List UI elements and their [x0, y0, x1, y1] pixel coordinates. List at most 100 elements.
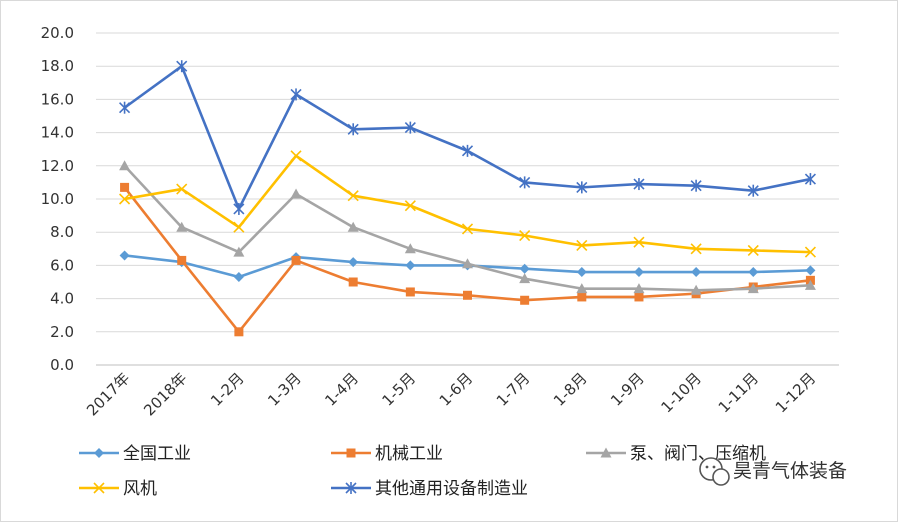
legend-marker	[345, 482, 357, 494]
gridlines	[96, 32, 839, 366]
data-point	[405, 260, 416, 271]
data-point	[519, 263, 530, 274]
x-tick-label: 1-4月	[321, 369, 362, 410]
watermark: 昊青气体装备	[699, 457, 847, 486]
series-line	[119, 150, 816, 258]
wechat-icon	[699, 457, 730, 486]
data-point	[347, 123, 359, 136]
data-point	[519, 229, 531, 242]
data-point	[690, 284, 702, 295]
data-point	[290, 150, 302, 162]
x-tick-label: 1-8月	[550, 369, 591, 410]
data-point	[748, 267, 759, 278]
x-axis-ticks: 2017年 2018年 1-2月 1-3月 1-4月 1-5月 1-6月 1-7月 1-8月 1-…	[83, 369, 819, 419]
data-point	[176, 60, 188, 73]
data-point	[463, 290, 472, 300]
data-point	[576, 283, 588, 294]
data-point	[233, 246, 245, 257]
data-point	[461, 223, 474, 235]
data-point	[691, 267, 702, 278]
x-tick-label: 1-10月	[658, 369, 705, 416]
data-point	[348, 277, 358, 287]
data-point	[804, 173, 816, 186]
data-point	[291, 255, 301, 265]
x-tick-label: 1-2月	[207, 369, 248, 410]
data-point	[690, 243, 702, 255]
legend-label: 全国工业	[123, 444, 191, 464]
x-tick-label: 1-5月	[379, 369, 420, 410]
data-point	[520, 295, 530, 305]
data-point	[347, 221, 359, 232]
y-tick-label: 4.0	[50, 290, 74, 308]
y-tick-label: 8.0	[50, 223, 74, 241]
legend-item: 机械工业	[331, 444, 443, 464]
data-point	[233, 221, 245, 233]
data-point	[348, 257, 359, 268]
series-group	[119, 60, 816, 337]
data-point	[519, 273, 531, 284]
data-point	[290, 188, 302, 199]
data-point	[119, 250, 130, 261]
data-point	[747, 244, 759, 257]
data-point	[747, 184, 759, 197]
data-point	[404, 243, 416, 254]
data-point	[690, 179, 702, 192]
data-point	[633, 267, 644, 278]
x-tick-label: 2017年	[83, 369, 133, 419]
y-tick-label: 14.0	[41, 124, 74, 142]
data-point	[176, 183, 188, 195]
y-tick-label: 2.0	[50, 323, 74, 341]
data-point	[290, 88, 302, 101]
legend-item: 泵、阀门、压缩机	[586, 444, 766, 464]
data-point	[120, 182, 130, 192]
data-point	[404, 121, 416, 134]
y-tick-label: 16.0	[41, 90, 74, 108]
legend-marker	[93, 482, 105, 494]
series-line	[119, 160, 816, 295]
legend-item: 风机	[79, 479, 157, 499]
legend-item: 全国工业	[79, 444, 191, 464]
series-line	[119, 60, 816, 215]
data-point	[804, 279, 816, 290]
x-tick-label: 1-6月	[436, 369, 477, 410]
data-point	[233, 272, 244, 283]
data-point	[804, 246, 816, 258]
series-path	[124, 154, 811, 254]
data-point	[576, 267, 587, 278]
y-tick-label: 12.0	[41, 157, 74, 175]
data-point	[347, 190, 359, 202]
x-tick-label: 1-9月	[607, 369, 648, 410]
legend-marker	[346, 448, 356, 458]
y-tick-label: 10.0	[41, 190, 74, 208]
x-tick-label: 1-11月	[715, 369, 762, 416]
data-point	[747, 283, 759, 294]
data-point	[119, 101, 131, 114]
x-tick-label: 1-12月	[772, 369, 819, 416]
y-tick-label: 18.0	[41, 57, 74, 75]
legend-marker	[600, 447, 612, 458]
data-point	[405, 287, 415, 297]
y-tick-label: 0.0	[50, 356, 74, 374]
legend-label: 其他通用设备制造业	[375, 479, 528, 499]
data-point	[519, 176, 531, 189]
legend-item: 其他通用设备制造业	[331, 479, 528, 499]
data-point	[119, 193, 131, 205]
y-tick-label: 20.0	[41, 24, 74, 42]
data-point	[633, 178, 645, 191]
data-point	[805, 265, 816, 276]
data-point	[577, 292, 587, 302]
data-point	[233, 202, 245, 215]
data-point	[576, 239, 588, 252]
x-tick-label: 1-3月	[264, 369, 305, 410]
data-point	[576, 181, 588, 194]
data-point	[177, 255, 187, 265]
legend-marker	[94, 448, 104, 458]
data-point	[462, 258, 473, 269]
data-point	[633, 283, 645, 294]
data-point	[633, 236, 645, 248]
data-point	[234, 327, 244, 337]
legend-label: 机械工业	[375, 444, 443, 464]
series-path	[123, 64, 811, 211]
